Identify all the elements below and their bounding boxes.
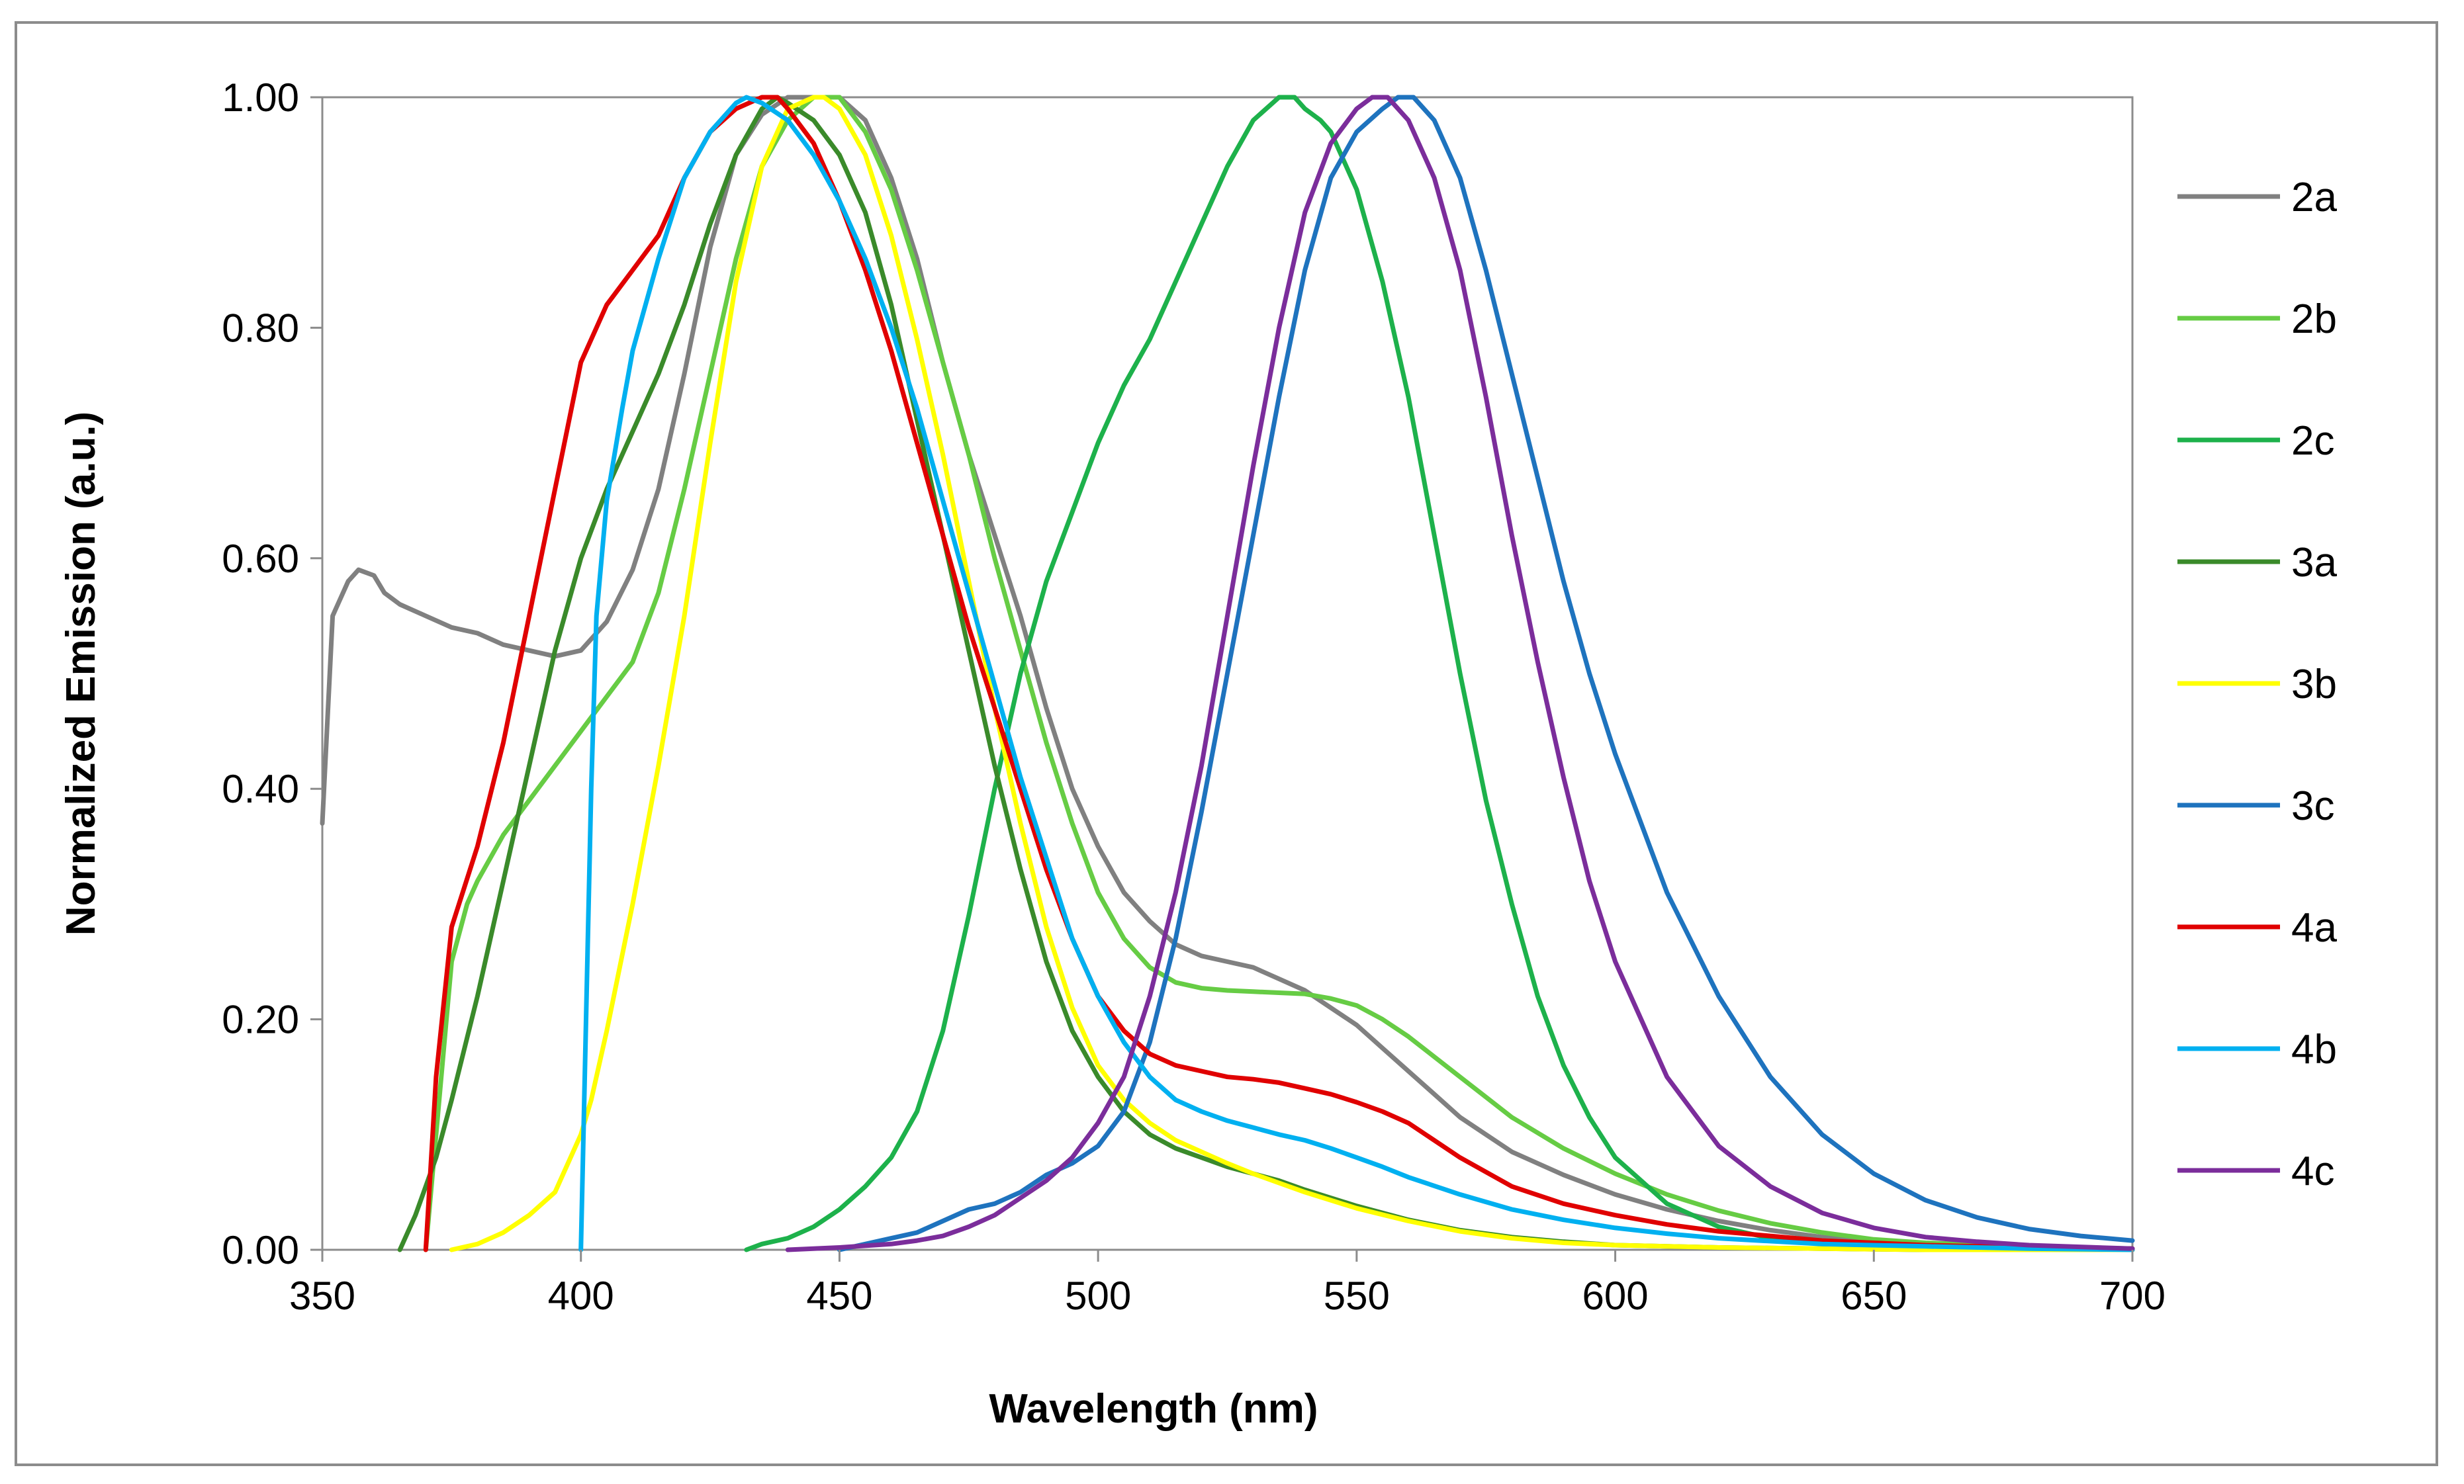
- x-tick-label: 650: [1841, 1274, 1907, 1318]
- axis-layer: 0.00 0.20 0.40 0.60 0.80 1.00 350 400 450 500 550 6…: [222, 75, 2166, 1318]
- y-tick-label: 0.80: [222, 306, 299, 350]
- y-axis-title: Normalized Emission (a.u.): [58, 412, 104, 936]
- y-tick-label: 0.60: [222, 537, 299, 581]
- y-tick-label: 0.20: [222, 998, 299, 1042]
- legend-label-2b: 2b: [2291, 296, 2337, 342]
- y-tick-label: 1.00: [222, 75, 299, 120]
- legend-label-4b: 4b: [2291, 1027, 2337, 1072]
- x-tick-label: 400: [548, 1274, 614, 1318]
- legend-label-2c: 2c: [2291, 418, 2334, 464]
- series-line-2a: [320, 95, 2135, 1251]
- x-tick-label: 500: [1065, 1274, 1131, 1318]
- x-tick-label: 350: [289, 1274, 355, 1318]
- series-layer: [320, 95, 2135, 1252]
- legend-label-3b: 3b: [2291, 662, 2337, 707]
- legend: 2a 2b 2c 3a 3b 3c 4a 4b 4c: [2177, 175, 2337, 1194]
- x-tick-label: 600: [1582, 1274, 1649, 1318]
- legend-label-3a: 3a: [2291, 540, 2337, 586]
- series-line-4b: [578, 95, 2135, 1252]
- y-tick-label: 0.40: [222, 767, 299, 811]
- x-tick-label: 700: [2099, 1274, 2166, 1318]
- series-line-4c: [785, 95, 2135, 1252]
- series-line-2c: [744, 95, 2135, 1252]
- x-axis-title: Wavelength (nm): [989, 1386, 1318, 1432]
- series-line-2b: [423, 95, 2135, 1252]
- x-tick-label: 550: [1324, 1274, 1390, 1318]
- legend-label-4c: 4c: [2291, 1149, 2334, 1194]
- legend-label-3c: 3c: [2291, 783, 2334, 829]
- series-line-3c: [837, 95, 2135, 1252]
- legend-label-4a: 4a: [2291, 905, 2337, 951]
- y-tick-label: 0.00: [222, 1228, 299, 1272]
- series-line-4a: [423, 95, 2135, 1252]
- legend-label-2a: 2a: [2291, 175, 2337, 220]
- x-tick-label: 450: [806, 1274, 872, 1318]
